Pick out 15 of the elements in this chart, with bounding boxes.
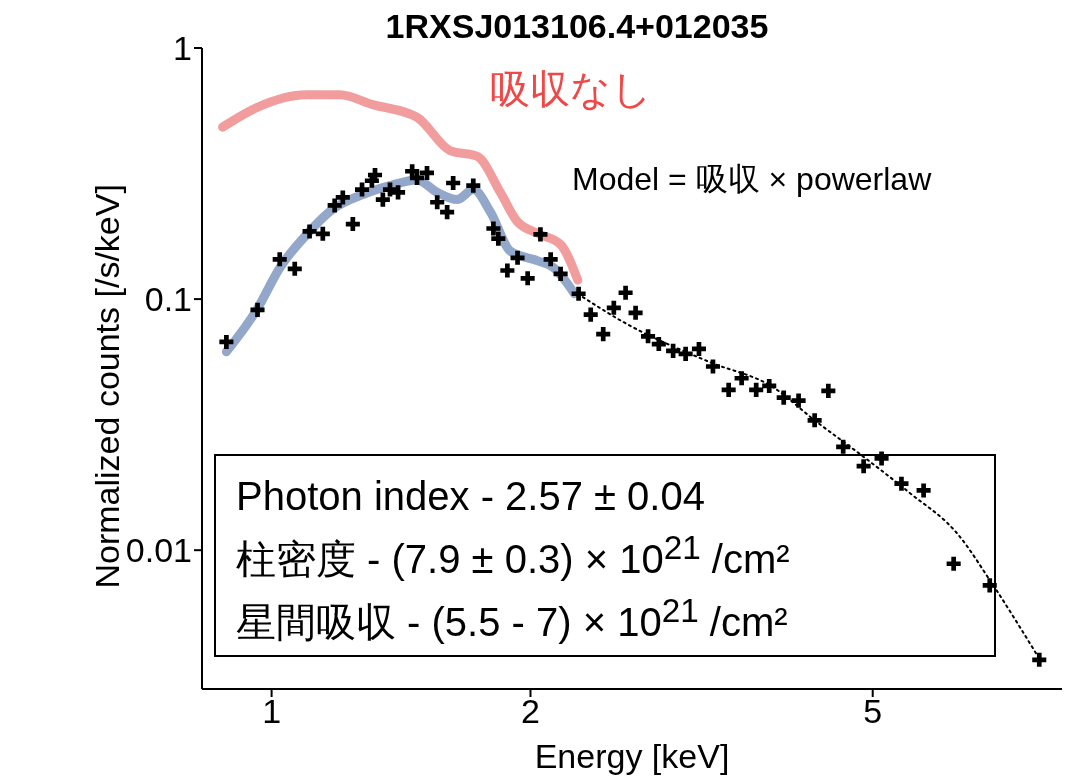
y-tick-label: 0.01 (125, 531, 192, 570)
x-axis-title: Energy [keV] (534, 737, 730, 775)
y-axis-title: Normalized counts [/s/keV] (88, 184, 127, 589)
x-tick-label: 5 (863, 692, 883, 731)
annotation: 柱密度 - (7.9 ± 0.3) × 10$^{21}$ /cm² (236, 528, 791, 584)
annotation: 星間吸収 - (5.5 - 7) × 10$^{21}$ /cm² (236, 591, 789, 647)
x-tick-label: 1 (262, 692, 282, 731)
y-tick-label: 1 (173, 29, 192, 68)
chart-title: 1RXSJ013106.4+012035 (385, 7, 769, 45)
x-tick-label: 2 (521, 692, 540, 731)
series-label: 吸収なし (490, 66, 652, 113)
annotation: Photon index - 2.57 ± 0.04 (236, 473, 706, 520)
y-tick-label: 0.1 (144, 280, 192, 319)
text-box: Photon index - 2.57 ± 0.04 柱密度 - (7.9 ± 0.3) × 10$^{21}$ /cm² 星間吸収 - (5.5 - 7) × 10$^{21}$ /cm² (214, 454, 996, 657)
annotation: Model = 吸収 × powerlaw (572, 160, 932, 199)
